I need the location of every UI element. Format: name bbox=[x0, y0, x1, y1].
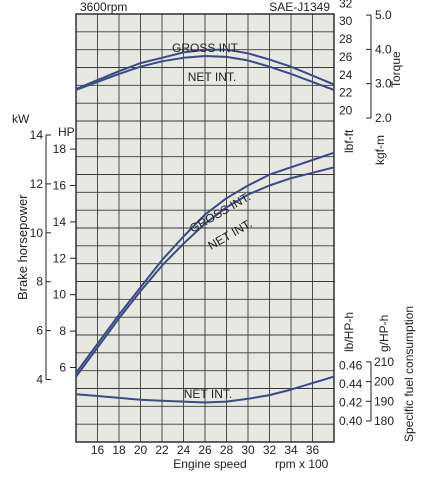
torque-kgf-m-unit: kgf-m bbox=[373, 135, 387, 165]
kw-tick: 14 bbox=[30, 128, 44, 142]
x-tick-label: 36 bbox=[306, 443, 320, 457]
plot-border bbox=[75, 13, 335, 443]
torque-lbf-ft-tick: 30 bbox=[339, 14, 353, 28]
x-tick-label: 22 bbox=[155, 443, 169, 457]
hp-tick: 8 bbox=[59, 324, 66, 338]
x-axis-unit: rpm x 100 bbox=[275, 457, 329, 471]
torque-kgf-m-tick: 3.0 bbox=[375, 77, 392, 91]
fuel-lb-tick: 0.40 bbox=[339, 414, 363, 428]
fuel-lb-tick: 0.44 bbox=[339, 377, 363, 391]
fuel-g-tick: 210 bbox=[374, 355, 394, 369]
fuel-g-tick: 200 bbox=[374, 375, 394, 389]
header-standard: SAE-J1349 bbox=[269, 0, 330, 14]
hp-tick: 16 bbox=[53, 179, 67, 193]
torque-lbf-ft-tick: 28 bbox=[339, 32, 353, 46]
x-axis-label: Engine speed bbox=[173, 457, 246, 471]
x-tick-label: 30 bbox=[241, 443, 255, 457]
x-tick-label: 28 bbox=[220, 443, 234, 457]
torque-lbf-ft-tick: 24 bbox=[339, 68, 353, 82]
torque-kgf-m-tick: 4.0 bbox=[375, 42, 392, 56]
fuel-axes: 0.40 0.42 0.44 0.46 180 190 200 210 bbox=[339, 355, 394, 428]
fuel-lb-tick: 0.42 bbox=[339, 396, 363, 410]
x-tick-label: 20 bbox=[134, 443, 148, 457]
fuel-net-curve bbox=[75, 375, 335, 404]
torque-lbf-ft-tick: 32 bbox=[339, 0, 353, 10]
torque-gross-curve bbox=[75, 48, 335, 91]
curves bbox=[75, 48, 335, 404]
torque-lbf-ft-tick: 26 bbox=[339, 50, 353, 64]
kw-tick: 12 bbox=[30, 177, 44, 191]
torque-net-label: NET INT. bbox=[188, 70, 236, 84]
fuel-g-unit: g/HP-h bbox=[377, 315, 391, 352]
torque-net-curve bbox=[75, 55, 335, 91]
x-tick-label: 32 bbox=[263, 443, 277, 457]
x-tick-label: 24 bbox=[177, 443, 191, 457]
torque-axes: 2022242628303234362.03.04.05.0 bbox=[339, 0, 392, 125]
x-tick-label: 16 bbox=[91, 443, 105, 457]
kw-tick: 4 bbox=[36, 373, 43, 387]
fuel-label: Specific fuel consumption bbox=[402, 306, 416, 442]
x-tick-label: 34 bbox=[284, 443, 298, 457]
hp-tick: 18 bbox=[53, 142, 67, 156]
fuel-lb-unit: lb/HP-h bbox=[342, 312, 356, 352]
kw-tick: 10 bbox=[30, 226, 44, 240]
x-tick-label: 18 bbox=[112, 443, 126, 457]
power-gross-curve bbox=[75, 151, 335, 374]
power-label: Brake horsepower bbox=[15, 194, 30, 300]
hp-tick: 12 bbox=[53, 251, 67, 265]
torque-label: Torque bbox=[389, 51, 403, 88]
torque-kgf-m-tick: 2.0 bbox=[375, 111, 392, 125]
header-rpm: 3600rpm bbox=[80, 0, 127, 14]
torque-lbf-ft-unit: lbf-ft bbox=[342, 129, 356, 153]
grid bbox=[76, 14, 334, 442]
hp-unit: HP bbox=[58, 125, 75, 139]
kw-tick: 8 bbox=[36, 275, 43, 289]
power-net-curve bbox=[75, 166, 335, 378]
fuel-lb-tick: 0.46 bbox=[339, 359, 363, 373]
fuel-net-label: NET INT. bbox=[184, 387, 232, 401]
fuel-g-tick: 180 bbox=[374, 414, 394, 428]
torque-lbf-ft-tick: 20 bbox=[339, 104, 353, 118]
power-axes: 6 8 10 12 14 16 18 4 6 8 10 12 14 bbox=[30, 128, 76, 387]
torque-lbf-ft-tick: 22 bbox=[339, 86, 353, 100]
torque-kgf-m-tick: 5.0 bbox=[375, 8, 392, 22]
kw-unit: kW bbox=[12, 112, 30, 126]
hp-tick: 6 bbox=[59, 361, 66, 375]
x-axis-ticks: 16 18 20 22 24 26 28 30 32 34 36 bbox=[91, 443, 320, 457]
x-tick-label: 26 bbox=[198, 443, 212, 457]
torque-gross-label: GROSS INT. bbox=[172, 41, 240, 55]
hp-tick: 10 bbox=[53, 288, 67, 302]
fuel-g-tick: 190 bbox=[374, 394, 394, 408]
hp-tick: 14 bbox=[53, 215, 67, 229]
kw-tick: 6 bbox=[36, 324, 43, 338]
